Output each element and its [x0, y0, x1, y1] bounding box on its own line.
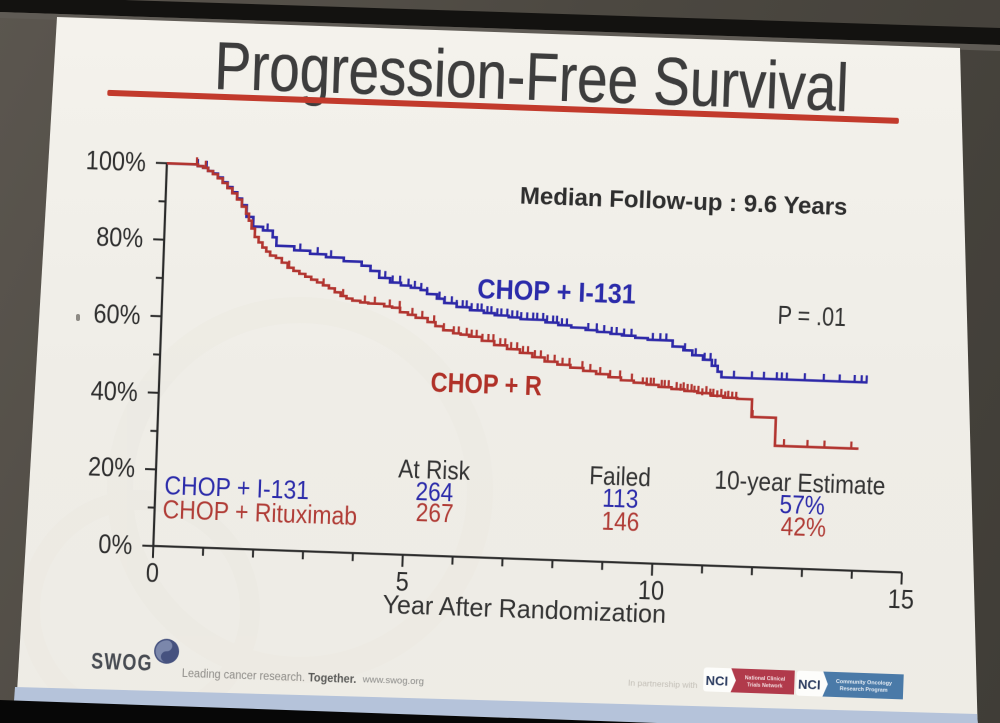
svg-text:Community Oncology: Community Oncology	[836, 679, 892, 687]
svg-text:Trials Network: Trials Network	[747, 682, 783, 689]
svg-text:Research Program: Research Program	[840, 686, 888, 694]
svg-text:National Clinical: National Clinical	[745, 675, 786, 682]
svg-text:NCI: NCI	[798, 677, 821, 693]
svg-text:NCI: NCI	[705, 673, 728, 689]
